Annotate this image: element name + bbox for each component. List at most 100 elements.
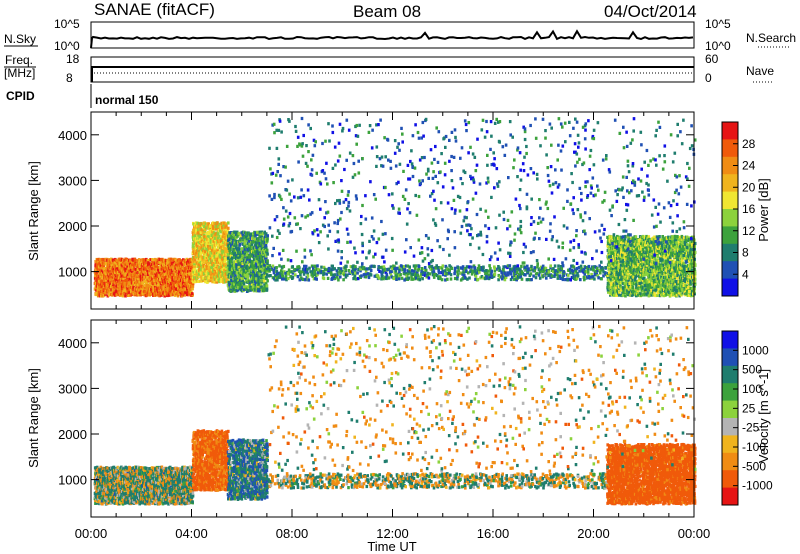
data-cell [214, 273, 218, 277]
data-cell [138, 271, 142, 275]
data-cell [224, 227, 228, 232]
data-cell [190, 292, 194, 296]
data-cell [212, 222, 216, 226]
data-cell [223, 259, 227, 263]
data-cell [167, 261, 170, 265]
data-cell [128, 270, 131, 274]
data-cell [227, 226, 230, 230]
data-cell [204, 228, 207, 232]
data-cell [156, 292, 160, 296]
data-cell [117, 276, 121, 280]
data-cell [219, 255, 223, 259]
data-cell [198, 269, 201, 273]
data-cell [198, 224, 201, 228]
data-cell [156, 271, 160, 275]
data-cell [147, 263, 150, 267]
data-cell [124, 287, 127, 291]
data-cell [165, 276, 169, 281]
data-cell [586, 270, 590, 274]
data-cell [205, 272, 208, 276]
data-cell [131, 291, 134, 295]
data-cell [377, 266, 381, 270]
data-cell [195, 256, 199, 260]
data-cell [333, 273, 337, 277]
data-cell [529, 272, 533, 276]
data-cell [453, 269, 457, 273]
data-cell [224, 277, 227, 281]
data-cell [428, 272, 432, 276]
data-cell [122, 276, 125, 280]
data-cell [307, 278, 311, 282]
data-cell [106, 284, 110, 288]
data-cell [171, 264, 174, 268]
data-cell [493, 265, 496, 269]
data-cell [559, 276, 562, 280]
data-cell [203, 241, 207, 245]
data-cell [176, 258, 180, 262]
data-cell [106, 277, 110, 281]
data-cell [207, 273, 211, 277]
data-cell [208, 265, 211, 269]
data-cell [99, 258, 103, 263]
data-cell [194, 221, 198, 225]
data-cell [102, 264, 105, 268]
data-cell [414, 264, 418, 268]
data-cell [226, 253, 230, 257]
data-cell [132, 285, 135, 289]
data-cell [597, 276, 600, 280]
data-cell [207, 237, 210, 241]
data-cell [120, 274, 124, 278]
nsky-panel-frame [90, 21, 695, 49]
data-cell [215, 234, 219, 238]
data-cell [128, 284, 131, 288]
data-cell [143, 284, 147, 288]
data-cell [174, 264, 177, 268]
data-cell [215, 254, 218, 258]
data-cell [624, 234, 627, 239]
data-cell [222, 224, 226, 228]
data-cell [220, 269, 224, 273]
data-cell [222, 265, 226, 269]
data-cell [224, 257, 227, 261]
data-cell [101, 283, 104, 287]
data-cell [561, 277, 565, 282]
data-cell [170, 282, 173, 286]
data-cell [188, 272, 191, 276]
data-cell [207, 244, 210, 249]
data-cell [342, 278, 345, 282]
data-cell [99, 266, 102, 270]
data-cell [286, 276, 290, 281]
data-cell [191, 287, 194, 291]
data-cell [213, 246, 217, 250]
data-cell [142, 285, 145, 289]
data-cell [115, 283, 119, 288]
data-cell [168, 268, 172, 272]
data-cell [225, 234, 228, 238]
data-cell [178, 277, 182, 281]
data-cell [304, 264, 308, 268]
data-cell [104, 271, 107, 275]
data-cell [194, 276, 198, 280]
data-cell [217, 273, 221, 277]
data-cell [427, 276, 431, 280]
data-cell [99, 291, 103, 296]
data-cell [153, 291, 156, 295]
data-cell [118, 286, 122, 290]
data-cell [152, 263, 155, 267]
data-cell [181, 278, 185, 282]
data-cell [216, 236, 220, 240]
data-cell [143, 279, 146, 283]
data-cell [138, 277, 141, 281]
data-cell [96, 265, 99, 269]
data-cell [456, 266, 460, 270]
data-cell [155, 264, 158, 268]
data-cell [128, 268, 131, 272]
data-cell [213, 236, 217, 240]
data-cell [206, 259, 209, 264]
data-cell [149, 264, 153, 269]
data-cell [205, 235, 208, 239]
data-cell [213, 251, 217, 255]
data-cell [468, 276, 471, 280]
data-cell [100, 264, 104, 268]
